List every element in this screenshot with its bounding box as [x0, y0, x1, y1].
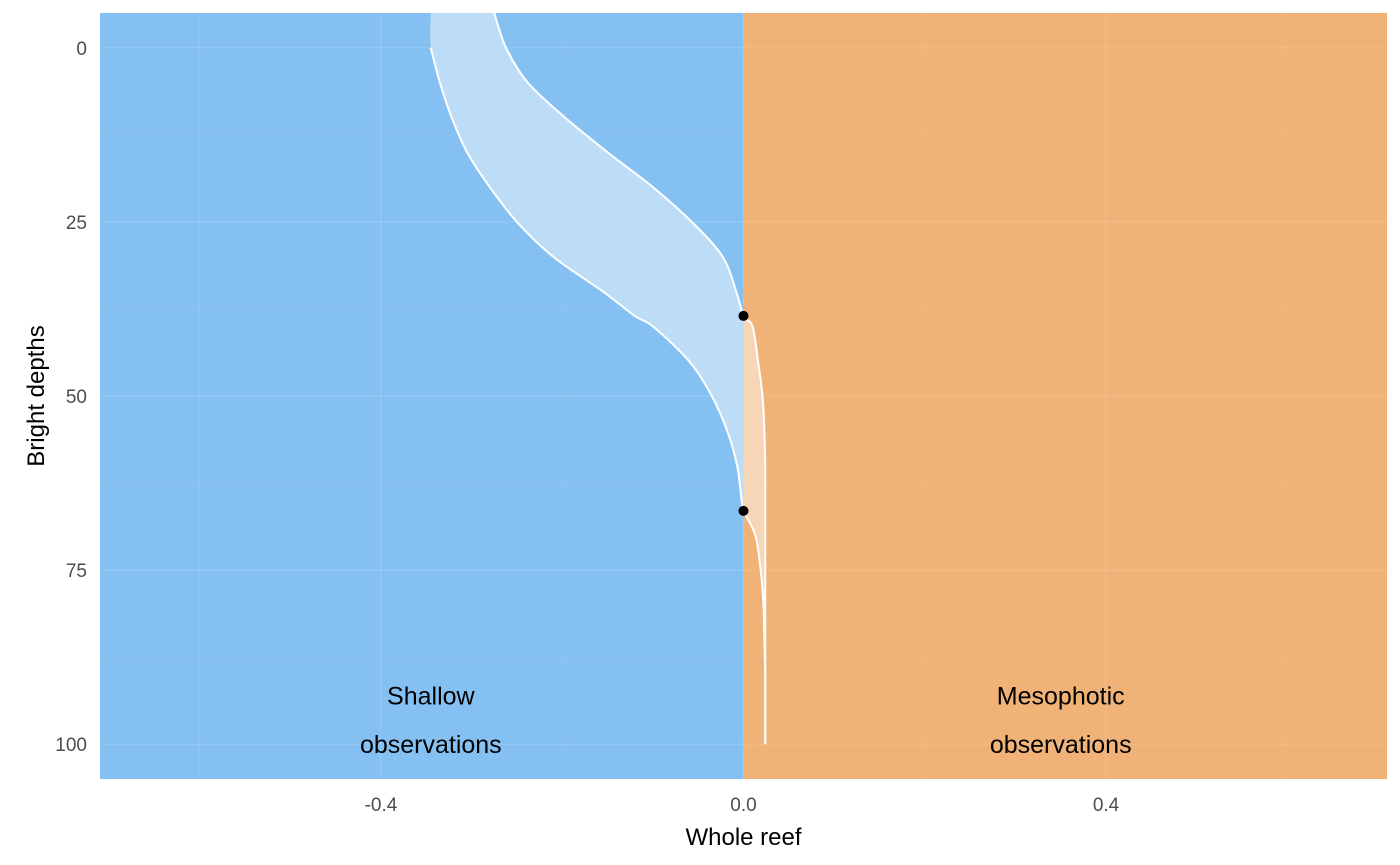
x-axis-title: Whole reef	[685, 824, 801, 851]
grid	[100, 13, 1387, 779]
y-tick-label: 0	[76, 39, 87, 60]
crossing-point-1	[738, 505, 749, 516]
shallow-label-line-1: Shallow	[387, 682, 475, 710]
x-tick-label: -0.4	[365, 795, 398, 816]
y-axis-title: Bright depths	[23, 325, 50, 466]
y-tick-label: 100	[55, 735, 87, 756]
x-axis-ticks: -0.4 0.0 0.4	[365, 795, 1120, 816]
y-tick-label: 50	[66, 387, 87, 408]
region-mesophotic	[743, 13, 1387, 779]
region-shallow	[100, 13, 744, 779]
band-shallow	[430, 13, 744, 511]
band-edge-lower	[429, 47, 767, 745]
y-tick-label: 75	[66, 561, 87, 582]
band-edge-upper	[493, 12, 767, 745]
y-tick-label: 25	[66, 213, 87, 234]
crossing-point-0	[738, 310, 749, 321]
points	[738, 310, 749, 516]
x-tick-label: 0.0	[730, 795, 756, 816]
y-axis-ticks: 0 25 50 75 100	[55, 39, 87, 756]
mesophotic-label-line-2: observations	[990, 731, 1132, 759]
x-tick-label: 0.4	[1093, 795, 1120, 816]
mesophotic-label-line-1: Mesophotic	[997, 682, 1125, 710]
shallow-label-line-2: observations	[360, 731, 502, 759]
